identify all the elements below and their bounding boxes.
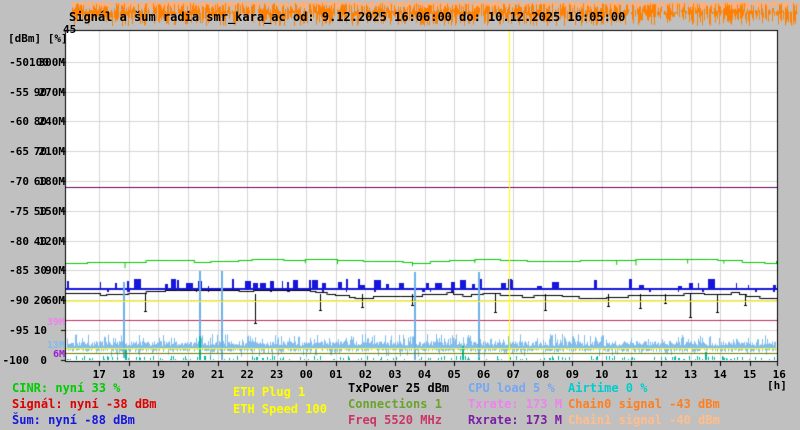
- axis-left-label: 210M: [38, 145, 66, 158]
- axis-left-row: -65 70 210M: [0, 145, 66, 158]
- axis-left-row: -70 60 180M: [0, 175, 66, 188]
- time-label: 10: [595, 368, 609, 381]
- time-label: 01: [329, 368, 343, 381]
- legend-txrate: Txrate: 173 M: [468, 397, 562, 411]
- legend-eth-speed: ETH Speed 100: [233, 402, 327, 416]
- axis-left-label: 80: [33, 115, 47, 128]
- legend-cpu-load: CPU load 5 %: [468, 381, 555, 395]
- time-label: 14: [713, 368, 727, 381]
- axis-left-label: 60M: [45, 294, 65, 307]
- chart-title: Signál a šum radia smr_kara_ac od: 9.12.…: [69, 10, 626, 24]
- legend-cinr-value: CINR: nyní 33 %: [12, 381, 121, 395]
- axis-left-label: -85: [9, 264, 29, 277]
- time-label: 22: [240, 368, 254, 381]
- axis-left-row: -85 30 90M: [0, 264, 66, 277]
- axis-left-label: 150M: [38, 205, 66, 218]
- axis-left-label: 30: [33, 264, 47, 277]
- axis-left-label: 40: [33, 235, 47, 248]
- time-axis-unit: [h]: [767, 379, 787, 392]
- axis-left-row: -60 80 240M: [0, 115, 66, 128]
- time-label: 21: [210, 368, 225, 381]
- legend-txpower: TxPower 25 dBm: [348, 381, 450, 395]
- axis-left-label: -55: [9, 86, 29, 99]
- legend-chain1-signal: Chain1 signal -40 dBm: [568, 413, 720, 427]
- axis-unit-header: [dBm] [%]: [8, 32, 68, 45]
- legend-rxrate: Rxrate: 173 M: [468, 413, 562, 427]
- time-label: 03: [388, 368, 402, 381]
- axis-left-row: -50 100 300M: [0, 56, 66, 69]
- time-label: 09: [565, 368, 579, 381]
- time-label: 12: [654, 368, 668, 381]
- time-label: 23: [270, 368, 284, 381]
- axis-rate-marker: 6M: [52, 349, 65, 360]
- axis-rate-marker: 39M: [46, 317, 65, 328]
- time-label: 07: [506, 368, 520, 381]
- axis-left-label: 120M: [38, 235, 66, 248]
- axis-left-label: -70: [9, 175, 29, 188]
- legend-connections: Connections 1: [348, 397, 442, 411]
- axis-left-label: -75: [9, 205, 29, 218]
- axis-left-label: 270M: [38, 86, 66, 99]
- axis-left-label: -60: [9, 115, 29, 128]
- axis-left-label: 50: [33, 205, 47, 218]
- legend-chain0-signal: Chain0 signal -43 dBm: [568, 397, 720, 411]
- legend-signal-value: Signál: nyní -38 dBm: [12, 397, 157, 411]
- legend-freq: Freq 5520 MHz: [348, 413, 442, 427]
- axis-left-label: 0: [40, 354, 47, 367]
- axis-left-label: 90: [33, 86, 47, 99]
- axis-left-label: 180M: [38, 175, 66, 188]
- axis-left-label: 60: [33, 175, 47, 188]
- axis-left-label: 240M: [38, 115, 66, 128]
- axis-left-row: -75 50 150M: [0, 205, 66, 218]
- axis-left-row: -90 20 60M: [0, 294, 66, 307]
- axis-left-label: 300M: [38, 56, 66, 69]
- axis-left-row: -95 10: [0, 324, 66, 337]
- time-label: 19: [151, 368, 166, 381]
- axis-left-label: -100: [2, 354, 30, 367]
- legend-airtime: Airtime 0 %: [568, 381, 648, 395]
- axis-left-label: -90: [9, 294, 29, 307]
- axis-left-row: -55 90 270M: [0, 86, 66, 99]
- axis-left-row: -80 40 120M: [0, 235, 66, 248]
- time-label: 05: [447, 368, 461, 381]
- axis-left-label: 20: [33, 294, 47, 307]
- time-label: 08: [536, 368, 550, 381]
- time-label: 04: [417, 368, 432, 381]
- axis-top-value: 45: [63, 23, 77, 36]
- axis-left-label: 70: [33, 145, 47, 158]
- time-label: 00: [299, 368, 313, 381]
- legend-eth-plug: ETH Plug 1: [233, 385, 306, 399]
- time-label: 20: [181, 368, 195, 381]
- axis-left-label: 90M: [45, 264, 65, 277]
- axis-left-label: -65: [9, 145, 29, 158]
- time-label: 11: [624, 368, 639, 381]
- axis-left-label: 10: [33, 324, 47, 337]
- axis-left-label: -50: [9, 56, 29, 69]
- time-label: 15: [743, 368, 757, 381]
- axis-left-label: -80: [9, 235, 29, 248]
- axis-left-label: -95: [9, 324, 29, 337]
- time-label: 13: [683, 368, 698, 381]
- time-label: 06: [477, 368, 491, 381]
- time-label: 17: [92, 368, 106, 381]
- time-label: 02: [358, 368, 372, 381]
- time-label: 18: [122, 368, 136, 381]
- axis-rate-marker: 13M: [46, 340, 65, 351]
- axis-left-row: -100 0: [0, 354, 66, 367]
- time-label: 16: [772, 368, 786, 381]
- legend-noise-value: Šum: nyní -88 dBm: [12, 413, 135, 427]
- axis-left-label: 100: [29, 56, 49, 69]
